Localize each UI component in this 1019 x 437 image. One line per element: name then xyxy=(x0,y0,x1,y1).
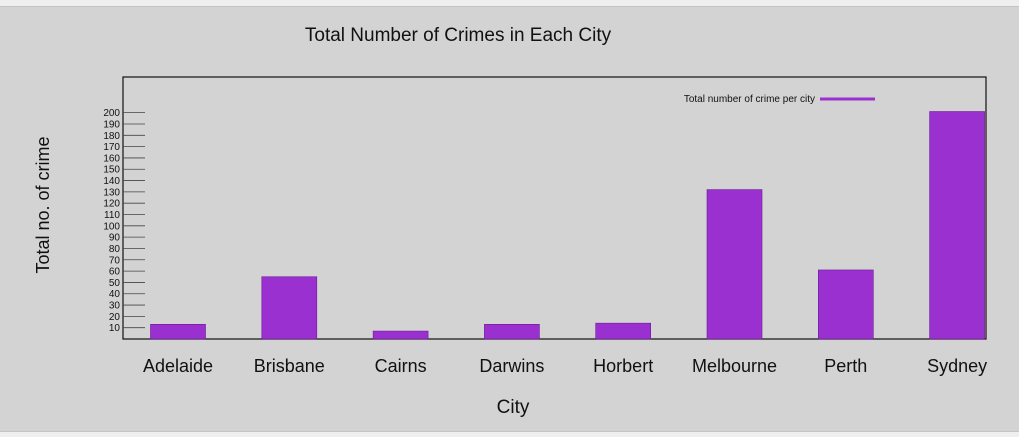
bar xyxy=(595,322,652,340)
bar xyxy=(929,111,985,340)
y-axis-ticks: 1020304050607080901001101201301401501601… xyxy=(103,108,145,334)
y-tick-label: 110 xyxy=(104,210,120,221)
bars xyxy=(150,111,985,340)
y-tick-label: 200 xyxy=(103,108,120,119)
bar xyxy=(150,323,206,340)
y-tick-label: 100 xyxy=(103,221,120,232)
x-tick-label: Perth xyxy=(824,356,867,376)
y-tick-label: 50 xyxy=(109,278,121,289)
y-tick-label: 170 xyxy=(103,142,120,153)
plot-area xyxy=(122,76,987,340)
bar xyxy=(484,323,540,340)
y-tick-label: 80 xyxy=(109,244,121,255)
y-tick-label: 190 xyxy=(103,119,120,130)
chart-title: Total Number of Crimes in Each City xyxy=(305,25,612,46)
x-tick-label: Cairns xyxy=(375,356,427,376)
legend: Total number of crime per city xyxy=(684,94,875,105)
bar xyxy=(706,189,763,340)
y-tick-label: 10 xyxy=(109,323,121,334)
bar xyxy=(261,276,318,340)
bar xyxy=(817,269,874,340)
legend-label: Total number of crime per city xyxy=(684,94,815,105)
y-tick-label: 60 xyxy=(109,267,121,278)
y-tick-label: 150 xyxy=(103,165,120,176)
y-tick-label: 40 xyxy=(109,289,121,300)
y-tick-label: 130 xyxy=(103,187,120,198)
x-axis-tick-labels: Adelaide Brisbane Cairns Darwins Horbert Melb… xyxy=(143,356,987,376)
y-tick-label: 20 xyxy=(109,312,121,323)
x-tick-label: Darwins xyxy=(479,356,544,376)
bar xyxy=(372,330,429,340)
x-tick-label: Melbourne xyxy=(692,356,777,376)
y-tick-label: 120 xyxy=(103,199,120,210)
y-tick-label: 90 xyxy=(109,233,121,244)
x-tick-label: Horbert xyxy=(593,356,653,376)
x-tick-label: Adelaide xyxy=(143,356,213,376)
y-tick-label: 180 xyxy=(103,131,120,142)
y-tick-label: 30 xyxy=(109,301,121,312)
y-axis-label: Total no. of crime xyxy=(33,136,53,273)
x-tick-label: Sydney xyxy=(927,356,987,376)
y-tick-label: 140 xyxy=(103,176,120,187)
y-tick-label: 70 xyxy=(109,255,121,266)
x-tick-label: Brisbane xyxy=(254,356,325,376)
x-axis-label: City xyxy=(497,397,530,418)
y-tick-label: 160 xyxy=(103,153,120,164)
